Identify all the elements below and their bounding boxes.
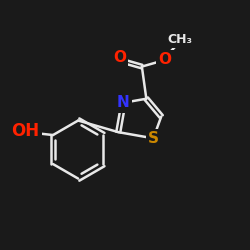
Text: OH: OH (11, 122, 40, 140)
Text: S: S (148, 131, 159, 146)
Text: CH₃: CH₃ (167, 33, 192, 46)
Text: N: N (117, 95, 130, 110)
Text: O: O (113, 50, 126, 65)
Text: O: O (158, 52, 172, 67)
